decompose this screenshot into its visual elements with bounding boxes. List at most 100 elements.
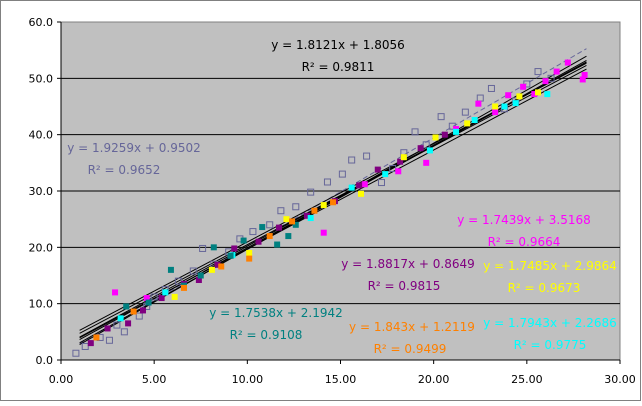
data-point-series-1: [105, 336, 113, 344]
data-point-series-3: [139, 307, 146, 314]
data-point-series-3: [158, 295, 165, 302]
data-point-series-4: [320, 202, 327, 209]
data-point-series-6: [145, 299, 152, 306]
data-point-series-7: [330, 199, 337, 206]
x-tick-label: 10.00: [232, 373, 264, 386]
data-point-series-5: [471, 117, 478, 124]
data-point-series-4: [432, 134, 439, 141]
y-tick-label: 0.0: [36, 354, 54, 367]
data-point-series-1: [277, 207, 285, 215]
data-point-series-2: [579, 76, 586, 83]
data-point-series-2: [520, 83, 527, 90]
data-point-series-1: [150, 293, 158, 301]
data-point-series-1: [422, 141, 430, 149]
data-point-series-6: [274, 241, 281, 248]
y-tick-label: 20.0: [29, 241, 54, 254]
x-tick-label: 15.00: [325, 373, 357, 386]
data-point-series-4: [283, 216, 290, 223]
data-point-series-5: [117, 315, 124, 322]
r2-label-series-3: R² = 0.9815: [368, 279, 441, 293]
data-point-series-3: [231, 245, 238, 252]
y-tick-label: 30.0: [29, 185, 54, 198]
r2-label-series-8: R² = 0.9811: [302, 60, 375, 74]
x-tick-label: 5.00: [142, 373, 167, 386]
data-point-series-4: [171, 293, 178, 300]
data-point-series-1: [377, 179, 385, 187]
data-point-series-2: [581, 71, 588, 78]
data-point-series-5: [348, 184, 355, 191]
data-point-series-7: [311, 207, 318, 214]
equation-label-series-3: y = 1.8817x + 0.8649: [341, 257, 475, 271]
data-point-series-1: [534, 68, 542, 76]
data-point-series-7: [93, 334, 100, 341]
r2-label-series-2: R² = 0.9664: [488, 235, 561, 249]
data-point-series-6: [210, 244, 217, 251]
equation-label-series-7: y = 1.843x + 1.2119: [349, 320, 475, 334]
data-point-series-1: [487, 84, 495, 92]
data-point-series-1: [135, 312, 143, 320]
data-point-series-6: [197, 272, 204, 279]
data-point-series-3: [417, 145, 424, 152]
equation-label-series-6: y = 1.7538x + 2.1942: [209, 306, 343, 320]
data-point-series-1: [437, 113, 445, 121]
data-point-series-6: [123, 303, 130, 310]
r2-label-series-1: R² = 0.9652: [88, 163, 161, 177]
x-tick-label: 30.00: [604, 373, 636, 386]
trendline-labels: y = 1.8121x + 1.8056 R² = 0.9811 y = 1.9…: [67, 38, 617, 356]
y-tick-label: 50.0: [29, 72, 54, 85]
data-point-series-1: [411, 128, 419, 136]
data-point-series-2: [361, 181, 368, 188]
data-point-series-2: [542, 78, 549, 85]
data-point-series-4: [400, 154, 407, 161]
data-point-series-5: [307, 215, 314, 222]
r2-label-series-5: R² = 0.9775: [514, 338, 587, 352]
data-point-series-7: [218, 263, 225, 270]
data-point-series-4: [464, 120, 471, 127]
y-tick-label: 60.0: [29, 16, 54, 29]
data-point-series-3: [214, 261, 221, 268]
data-point-series-1: [199, 244, 207, 252]
data-point-series-4: [208, 266, 215, 273]
y-tick-label: 40.0: [29, 129, 54, 142]
data-point-series-5: [512, 100, 519, 107]
data-point-series-2: [553, 68, 560, 75]
data-point-series-5: [453, 128, 460, 135]
data-point-series-6: [227, 252, 234, 259]
data-point-series-4: [492, 103, 499, 110]
data-point-series-3: [374, 166, 381, 173]
data-point-series-3: [276, 224, 283, 231]
data-point-series-4: [535, 89, 542, 96]
data-point-series-5: [162, 289, 169, 296]
data-point-series-1: [120, 328, 128, 336]
data-point-series-2: [143, 295, 150, 302]
data-point-series-3: [255, 238, 262, 245]
data-points: [72, 59, 588, 357]
data-point-series-3: [104, 325, 111, 332]
data-point-series-4: [357, 190, 364, 197]
data-point-series-3: [195, 277, 202, 284]
data-point-series-1: [307, 188, 315, 196]
data-point-series-1: [72, 349, 80, 357]
equation-label-series-1: y = 1.9259x + 0.9502: [67, 141, 201, 155]
data-point-series-2: [112, 289, 119, 296]
data-point-series-5: [426, 147, 433, 154]
x-tick-label: 20.00: [418, 373, 450, 386]
data-point-series-3: [356, 182, 363, 189]
data-point-series-2: [505, 92, 512, 99]
data-point-series-7: [266, 233, 273, 240]
data-point-series-1: [338, 170, 346, 178]
data-point-series-4: [246, 249, 253, 256]
x-tick-label: 0.00: [49, 373, 74, 386]
data-point-series-6: [259, 224, 266, 231]
data-point-series-5: [544, 91, 551, 98]
r2-label-series-7: R² = 0.9499: [374, 342, 447, 356]
data-point-series-1: [113, 321, 121, 329]
data-point-series-2: [423, 159, 430, 166]
data-point-series-5: [501, 103, 508, 110]
data-point-series-7: [180, 284, 187, 291]
data-point-series-1: [461, 108, 469, 116]
y-tick-label: 10.0: [29, 298, 54, 311]
data-point-series-7: [246, 255, 253, 262]
data-point-series-6: [285, 233, 292, 240]
